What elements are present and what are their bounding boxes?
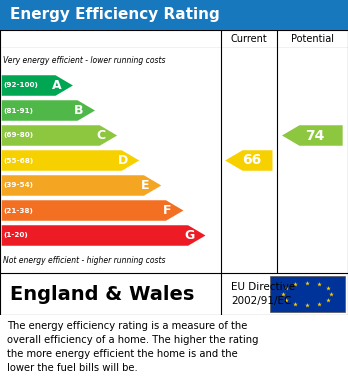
Polygon shape	[2, 100, 95, 121]
Text: The energy efficiency rating is a measure of the
overall efficiency of a home. T: The energy efficiency rating is a measur…	[7, 321, 259, 373]
Text: (39-54): (39-54)	[3, 183, 33, 188]
Polygon shape	[2, 75, 73, 96]
Polygon shape	[2, 150, 139, 171]
Text: F: F	[163, 204, 172, 217]
Text: G: G	[184, 229, 195, 242]
Polygon shape	[2, 200, 183, 221]
Text: (69-80): (69-80)	[3, 133, 34, 138]
Polygon shape	[2, 225, 206, 246]
Text: Current: Current	[230, 34, 267, 44]
Text: D: D	[118, 154, 128, 167]
Bar	[270, 276, 345, 312]
Text: (21-38): (21-38)	[3, 208, 33, 213]
Text: (55-68): (55-68)	[3, 158, 34, 163]
Text: E: E	[141, 179, 150, 192]
Text: Energy Efficiency Rating: Energy Efficiency Rating	[10, 7, 220, 23]
Text: England & Wales: England & Wales	[10, 285, 195, 303]
Text: 74: 74	[305, 129, 325, 142]
Polygon shape	[282, 125, 343, 146]
Text: (92-100): (92-100)	[3, 83, 38, 88]
Text: 66: 66	[242, 154, 261, 167]
Text: Not energy efficient - higher running costs: Not energy efficient - higher running co…	[3, 256, 166, 265]
Text: EU Directive
2002/91/EC: EU Directive 2002/91/EC	[231, 282, 295, 306]
Text: B: B	[74, 104, 84, 117]
Polygon shape	[2, 125, 117, 146]
Text: C: C	[96, 129, 106, 142]
Text: A: A	[52, 79, 62, 92]
Text: Potential: Potential	[291, 34, 334, 44]
Text: Very energy efficient - lower running costs: Very energy efficient - lower running co…	[3, 56, 166, 65]
Text: (1-20): (1-20)	[3, 233, 28, 239]
Polygon shape	[225, 150, 272, 171]
Polygon shape	[2, 175, 161, 196]
Text: (81-91): (81-91)	[3, 108, 33, 113]
